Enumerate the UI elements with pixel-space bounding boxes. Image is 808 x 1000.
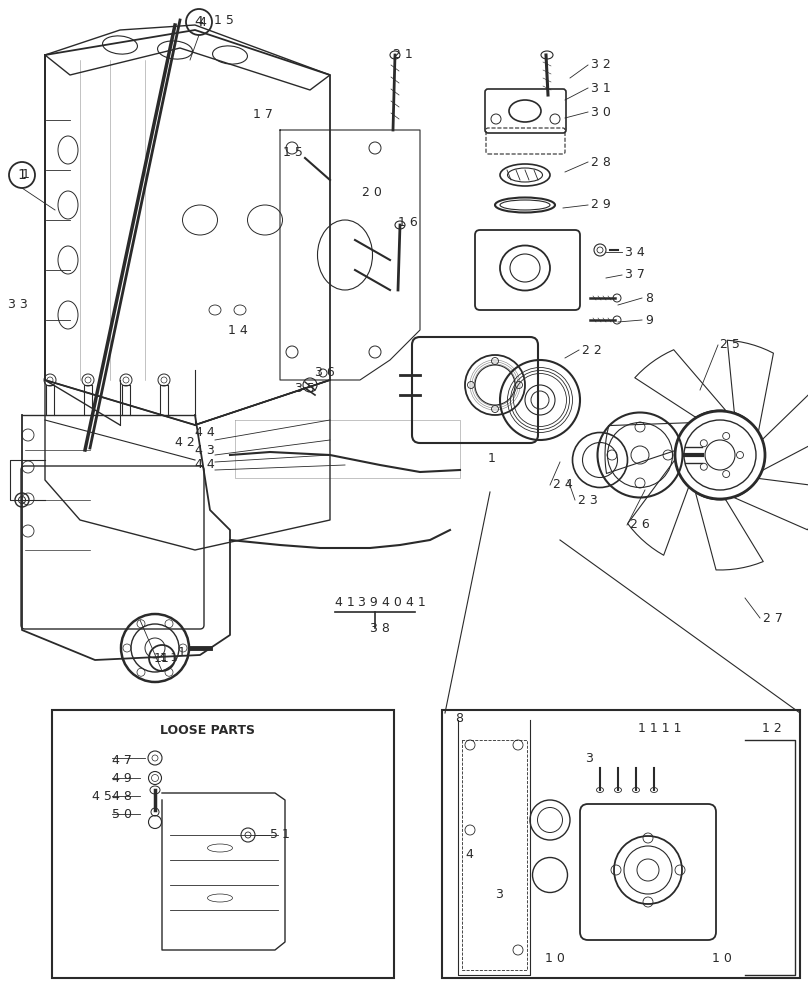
Text: 2 1: 2 1 bbox=[393, 48, 413, 62]
Text: 4 5: 4 5 bbox=[92, 790, 112, 802]
Text: 8: 8 bbox=[645, 292, 653, 304]
Text: 1 5: 1 5 bbox=[214, 13, 234, 26]
Bar bbox=[52, 710, 394, 978]
Text: 1 1 1 1: 1 1 1 1 bbox=[638, 722, 681, 734]
Text: 4 4: 4 4 bbox=[195, 458, 215, 472]
Text: 1 0: 1 0 bbox=[712, 952, 732, 964]
Text: 1: 1 bbox=[178, 647, 186, 660]
Text: 3 6: 3 6 bbox=[315, 366, 335, 379]
Text: 4 1: 4 1 bbox=[335, 596, 355, 609]
Bar bbox=[442, 710, 800, 978]
Text: 3 1: 3 1 bbox=[591, 82, 611, 95]
Text: 4 2: 4 2 bbox=[175, 436, 195, 448]
Text: 4 4: 4 4 bbox=[195, 426, 215, 438]
Text: 3 8: 3 8 bbox=[370, 621, 390, 635]
Text: 3: 3 bbox=[585, 752, 593, 764]
Text: 1: 1 bbox=[18, 168, 27, 182]
Text: 1 0: 1 0 bbox=[545, 952, 565, 964]
Text: 4 1: 4 1 bbox=[406, 596, 426, 609]
Text: 11: 11 bbox=[154, 652, 170, 664]
Text: 2 5: 2 5 bbox=[720, 338, 740, 352]
Text: 3 2: 3 2 bbox=[591, 58, 611, 72]
Text: 3: 3 bbox=[495, 888, 503, 902]
Text: 4 3: 4 3 bbox=[195, 444, 215, 456]
Text: 4 9: 4 9 bbox=[112, 772, 132, 784]
Text: 4: 4 bbox=[195, 15, 204, 29]
Text: 1 4: 1 4 bbox=[228, 324, 248, 336]
Text: LOOSE PARTS: LOOSE PARTS bbox=[160, 724, 255, 736]
Text: 4: 4 bbox=[198, 16, 206, 29]
Text: 8: 8 bbox=[455, 712, 463, 724]
Text: 3 9: 3 9 bbox=[358, 596, 378, 609]
Text: 5 0: 5 0 bbox=[112, 808, 132, 820]
Text: 3 5: 3 5 bbox=[295, 381, 315, 394]
Text: 2 8: 2 8 bbox=[591, 155, 611, 168]
Text: 1 5: 1 5 bbox=[283, 145, 303, 158]
Text: 3 4: 3 4 bbox=[625, 245, 645, 258]
Text: 9: 9 bbox=[645, 314, 653, 326]
Text: 4: 4 bbox=[465, 848, 473, 861]
Text: 5 1: 5 1 bbox=[270, 828, 290, 842]
Text: 1 2: 1 2 bbox=[762, 722, 782, 734]
Text: 3 0: 3 0 bbox=[591, 105, 611, 118]
Text: 1 7: 1 7 bbox=[253, 108, 273, 121]
Text: 2 3: 2 3 bbox=[578, 493, 598, 506]
Text: 2 9: 2 9 bbox=[591, 198, 611, 212]
Text: 3 7: 3 7 bbox=[625, 268, 645, 282]
Text: 3 3: 3 3 bbox=[8, 298, 27, 312]
Text: 1 6: 1 6 bbox=[398, 216, 418, 229]
Text: 2 2: 2 2 bbox=[582, 344, 602, 357]
Text: 4 7: 4 7 bbox=[112, 754, 132, 766]
Text: 1 1: 1 1 bbox=[160, 653, 178, 663]
Text: 2 6: 2 6 bbox=[630, 518, 650, 532]
Text: 4 0: 4 0 bbox=[382, 596, 402, 609]
Text: 4 8: 4 8 bbox=[112, 790, 132, 802]
Text: 2 7: 2 7 bbox=[763, 611, 783, 624]
Text: 1: 1 bbox=[488, 452, 496, 464]
Text: 2 4: 2 4 bbox=[553, 479, 573, 491]
Text: 2 0: 2 0 bbox=[362, 186, 382, 198]
Text: 1: 1 bbox=[22, 168, 30, 182]
